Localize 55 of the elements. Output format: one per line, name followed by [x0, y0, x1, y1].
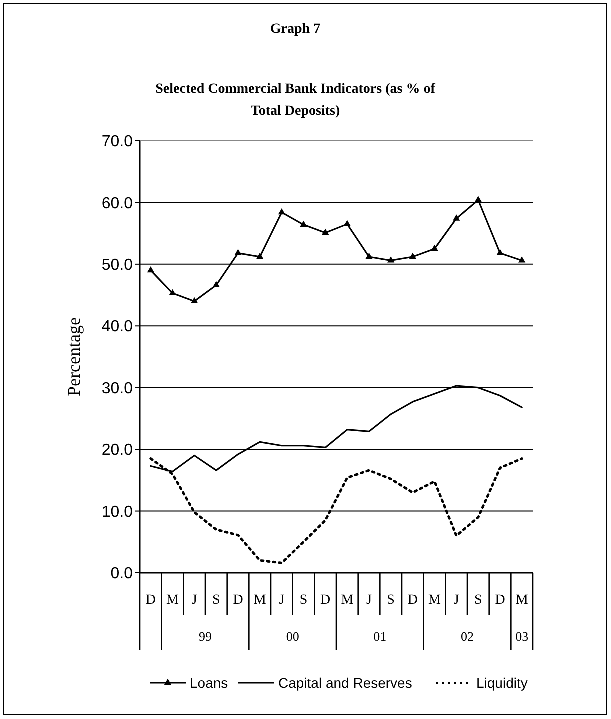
x-tick-label: J [192, 593, 198, 608]
point [212, 281, 220, 288]
chart-subtitle: Selected Commercial Bank Indicators (as % of Total Deposits) [156, 82, 436, 119]
text: 00 [286, 629, 300, 644]
x-tick-label: D [233, 593, 244, 608]
x-tick-label: M [166, 593, 180, 608]
legend-label: Liquidity [476, 674, 528, 691]
x-tick-label: M [428, 593, 442, 608]
x-tick-label: J [454, 593, 460, 608]
y-tick-label: 50.0 [102, 257, 134, 274]
text: 03 [516, 629, 529, 644]
y-tick-label: 20.0 [102, 442, 134, 460]
x-tick-label: S [387, 593, 395, 608]
point [191, 297, 198, 304]
legend-label: Loans [190, 674, 228, 691]
y-tick-label: 70.0 [102, 134, 134, 151]
x-tick-label: D [146, 593, 156, 608]
point [278, 208, 286, 215]
point [344, 220, 351, 226]
x-tick-label: M [254, 593, 267, 608]
y-axis-title: Percentage [64, 318, 84, 396]
point [366, 252, 373, 260]
point [518, 256, 526, 263]
x-tick-label: J [366, 593, 373, 608]
point [234, 249, 242, 256]
y-tick-label: 30.0 [102, 380, 134, 398]
point [431, 244, 438, 252]
point [169, 289, 176, 296]
x-tick-label: D [408, 593, 418, 608]
text: 99 [199, 629, 212, 644]
y-tick-label: 0.0 [110, 566, 134, 583]
x-tick-label: S [474, 593, 482, 608]
legend-label: Capital and Reserves [278, 674, 412, 691]
x-tick-label: D [320, 593, 331, 608]
y-tick-label: 10.0 [102, 504, 134, 521]
point [453, 214, 460, 221]
point [147, 266, 154, 273]
text: 02 [461, 629, 474, 644]
x-tick-label: S [212, 593, 220, 608]
y-tick-label: 40.0 [102, 318, 134, 336]
point [322, 228, 330, 236]
x-tick-label: S [300, 593, 308, 608]
point [388, 256, 395, 263]
x-tick-label: J [279, 593, 286, 608]
text: 01 [374, 629, 387, 644]
point [409, 252, 416, 260]
point [300, 220, 308, 227]
chart-title: Graph 7 [270, 22, 321, 37]
x-tick-label: M [516, 593, 529, 608]
x-tick-label: M [341, 593, 354, 608]
point [474, 196, 482, 202]
x-tick-label: D [495, 593, 506, 608]
point [256, 252, 264, 260]
point [496, 249, 504, 256]
y-tick-label: 60.0 [102, 195, 134, 212]
